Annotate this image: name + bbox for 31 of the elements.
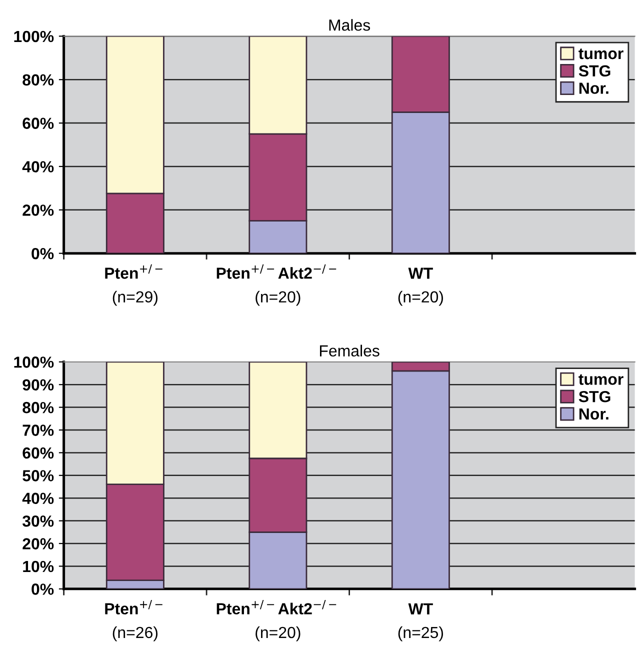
category-label: WT (n=25) <box>398 603 443 642</box>
category-label: Pten$^{+/−}$Akt2$^{−/−}$ (n=20) <box>216 264 336 306</box>
y-tick-label: 60% <box>22 118 54 129</box>
y-tick-label: 0% <box>32 584 54 595</box>
y-tick-label: 90% <box>22 379 54 391</box>
y-tick-label: 80% <box>22 74 54 86</box>
y-tick-label: 10% <box>23 560 54 572</box>
legend-label: tumor <box>578 374 624 385</box>
legend-label: STG <box>578 65 610 77</box>
y-tick-label: 80% <box>22 402 54 414</box>
category-label: Pten$^{+/−}$ (n=29) <box>105 264 162 306</box>
category-label: Pten$^{+/−}$Akt2$^{−/−}$ (n=20) <box>216 600 336 642</box>
y-tick-label: 40% <box>22 161 54 172</box>
y-tick-label: 50% <box>22 470 54 482</box>
category-label: WT (n=20) <box>398 268 443 306</box>
y-tick-label: 30% <box>22 515 54 527</box>
chart-title: Males <box>329 19 370 31</box>
legend-label: Nor. <box>579 408 608 420</box>
y-tick-label: 20% <box>22 538 54 550</box>
y-tick-label: 60% <box>22 447 54 459</box>
y-tick-label: 100% <box>14 356 54 368</box>
y-tick-label: 40% <box>22 492 54 504</box>
chart-title: Females <box>320 344 380 356</box>
category-label: Pten$^{+/−}$ (n=26) <box>105 600 162 642</box>
y-tick-label: 70% <box>22 424 54 436</box>
y-tick-label: 20% <box>22 204 54 216</box>
y-tick-label: 0% <box>32 248 54 260</box>
legend-label: STG <box>578 390 610 402</box>
legend-label: Nor. <box>579 82 608 94</box>
y-tick-label: 100% <box>14 30 54 42</box>
legend-label: tumor <box>578 48 624 60</box>
